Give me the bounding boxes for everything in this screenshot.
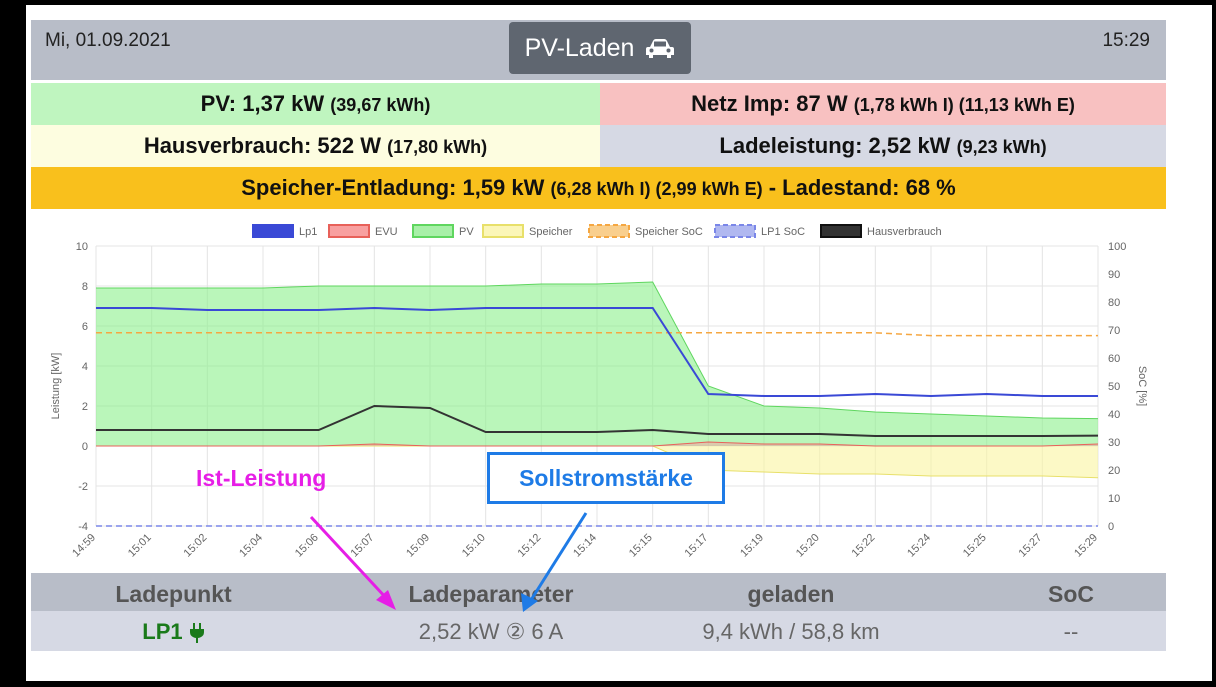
col-ladepunkt: Ladepunkt bbox=[115, 581, 232, 607]
summary-row-2: Hausverbrauch: 522 W (17,80 kWh) Ladelei… bbox=[31, 125, 1166, 167]
page-panel: Mi, 01.09.2021 PV-Laden 15:29 PV: 1,37 k… bbox=[26, 5, 1212, 681]
legend-swatch bbox=[714, 224, 756, 238]
col-geladen: geladen bbox=[747, 581, 835, 607]
y2-tick-label: 10 bbox=[1108, 493, 1120, 505]
charged-cell: 9,4 kWh / 58,8 km bbox=[702, 619, 880, 644]
y2-tick-label: 80 bbox=[1108, 297, 1120, 309]
table-row bbox=[31, 611, 1166, 651]
series-area-speicher bbox=[96, 446, 1098, 478]
date-display: Mi, 01.09.2021 bbox=[45, 30, 171, 51]
car-icon bbox=[646, 39, 675, 59]
params-cell: 2,52 kW ② 6 A bbox=[418, 619, 564, 644]
legend-label: Lp1 bbox=[299, 226, 317, 238]
series-area-pv bbox=[96, 282, 1098, 446]
y2-tick-label: 30 bbox=[1108, 437, 1120, 449]
grid-cell: Netz Imp: 87 W (1,78 kWh I) (11,13 kWh E… bbox=[600, 83, 1166, 125]
house-value: Hausverbrauch: 522 W bbox=[143, 133, 382, 158]
time-display: 15:29 bbox=[1102, 30, 1150, 51]
summary-row-1: PV: 1,37 kW (39,67 kWh) Netz Imp: 87 W (… bbox=[31, 83, 1166, 125]
y2-tick-label: 100 bbox=[1108, 241, 1126, 253]
y2-tick-label: 70 bbox=[1108, 325, 1120, 337]
legend-label: PV bbox=[459, 226, 474, 238]
annotation-arrows bbox=[309, 512, 588, 612]
table-header bbox=[31, 573, 1166, 611]
annotation-sollstrom: Sollstromstärke bbox=[487, 452, 725, 504]
legend-swatch bbox=[328, 224, 370, 238]
legend-swatch bbox=[588, 224, 630, 238]
storage-soc: - Ladestand: 68 % bbox=[768, 175, 956, 200]
charge-cell: Ladeleistung: 2,52 kW (9,23 kWh) bbox=[600, 125, 1166, 167]
grid-detail: (1,78 kWh I) (11,13 kWh E) bbox=[853, 95, 1075, 115]
y-tick-label: 4 bbox=[82, 361, 88, 373]
y-tick-label: 10 bbox=[76, 241, 88, 253]
y-tick-label: 0 bbox=[82, 441, 88, 453]
soc-cell: -- bbox=[1063, 619, 1079, 644]
storage-cell: Speicher-Entladung: 1,59 kW (6,28 kWh I)… bbox=[31, 167, 1166, 209]
pv-detail: (39,67 kWh) bbox=[330, 95, 431, 115]
series-line-lp1 bbox=[96, 306, 1098, 398]
col-ladeparameter: Ladeparameter bbox=[408, 581, 574, 607]
lp1-label: LP1 bbox=[142, 619, 183, 644]
house-cell: Hausverbrauch: 522 W (17,80 kWh) bbox=[31, 125, 600, 167]
y2-axis-label: SoC [%] bbox=[1136, 366, 1148, 406]
lp1-cell[interactable]: LP1 bbox=[61, 611, 286, 651]
col-soc: SoC bbox=[1048, 581, 1094, 607]
legend-swatch bbox=[820, 224, 862, 238]
charge-detail: (9,23 kWh) bbox=[956, 137, 1047, 157]
y-tick-label: 2 bbox=[82, 401, 88, 413]
legend-label: Speicher bbox=[529, 226, 573, 238]
y2-tick-label: 0 bbox=[1108, 521, 1114, 533]
annotation-ist-leistung: Ist-Leistung bbox=[196, 465, 327, 491]
y2-tick-label: 40 bbox=[1108, 409, 1120, 421]
legend-swatch bbox=[252, 224, 294, 238]
y2-tick-label: 60 bbox=[1108, 353, 1120, 365]
legend-label: LP1 SoC bbox=[761, 226, 805, 238]
chargepoint-table: Ladepunkt Ladeparameter geladen SoC LP1 … bbox=[31, 573, 1166, 651]
pv-value: PV: 1,37 kW bbox=[200, 91, 325, 116]
series-line-evu bbox=[96, 441, 1099, 447]
grid-value: Netz Imp: 87 W bbox=[691, 91, 848, 116]
legend-label: Speicher SoC bbox=[635, 226, 703, 238]
pv-cell: PV: 1,37 kW (39,67 kWh) bbox=[31, 83, 600, 125]
y2-tick-label: 20 bbox=[1108, 465, 1120, 477]
mode-label: PV-Laden bbox=[524, 34, 635, 62]
y-tick-label: 8 bbox=[82, 281, 88, 293]
header-bar: Mi, 01.09.2021 PV-Laden 15:29 bbox=[31, 20, 1166, 80]
legend-swatch bbox=[482, 224, 524, 238]
y-tick-label: -4 bbox=[78, 521, 88, 533]
y-tick-label: -2 bbox=[78, 481, 88, 493]
y-tick-label: 6 bbox=[82, 321, 88, 333]
legend-label: EVU bbox=[375, 226, 398, 238]
house-detail: (17,80 kWh) bbox=[387, 137, 488, 157]
series-line-hausverbrauch bbox=[96, 404, 1099, 437]
storage-value: Speicher-Entladung: 1,59 kW bbox=[241, 175, 545, 200]
legend-swatch bbox=[412, 224, 454, 238]
mode-button[interactable]: PV-Laden bbox=[509, 22, 691, 74]
series-line-speicher-soc bbox=[96, 332, 1098, 337]
legend-label: Hausverbrauch bbox=[867, 226, 942, 238]
series-line-pv bbox=[96, 281, 1099, 420]
charge-value: Ladeleistung: 2,52 kW bbox=[719, 133, 951, 158]
plug-icon bbox=[189, 623, 204, 644]
storage-detail: (6,28 kWh I) (2,99 kWh E) bbox=[550, 179, 763, 199]
y-axis-label: Leistung [kW] bbox=[50, 353, 62, 420]
summary-row-3: Speicher-Entladung: 1,59 kW (6,28 kWh I)… bbox=[31, 167, 1166, 209]
y2-tick-label: 50 bbox=[1108, 381, 1120, 393]
y2-tick-label: 90 bbox=[1108, 269, 1120, 281]
